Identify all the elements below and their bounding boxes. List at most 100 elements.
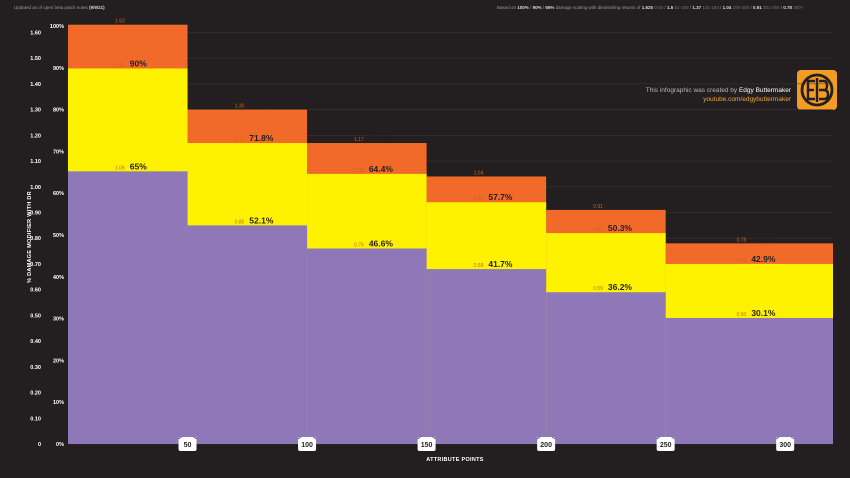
note-range: 101-150 [702, 5, 719, 10]
bar-pct-label: 65% [130, 161, 147, 171]
x-tick-label: 250 [660, 442, 672, 449]
y-tick-left: 1.50 [30, 56, 41, 62]
bar-pct-label: 64.4% [369, 164, 394, 174]
note-range: 0-50 [654, 5, 664, 10]
note-rate: 1.04 [722, 5, 732, 10]
chart-bars [68, 24, 833, 445]
bar-65pct [307, 248, 427, 444]
y-tick-left: 0.90 [30, 210, 41, 216]
y-tick-right: 20% [53, 358, 64, 364]
credit-prefix: This infographic was created by [645, 87, 738, 94]
y-tick-right: 0% [56, 442, 64, 448]
bar-pct-label: 100% [130, 15, 152, 25]
x-tick-badge [178, 437, 197, 451]
note-pct: 100% [517, 5, 529, 10]
bar-small-label: 1.46 [115, 62, 125, 68]
bar-small-label: 0.82 [593, 227, 603, 233]
y-tick-left: 1.00 [30, 185, 41, 191]
bar-pct-label: 50.3% [608, 223, 633, 233]
x-axis-label: ATTRIBUTE POINTS [426, 457, 484, 463]
chart-note-right: Based on 100% / 90% / 65% damage scaling… [497, 5, 804, 10]
bar-pct-label: 71.8% [249, 133, 274, 143]
x-tick-notch [417, 436, 436, 440]
y-tick-right: 70% [53, 149, 64, 155]
y-tick-right: 30% [53, 317, 64, 323]
x-tick-notch [536, 436, 556, 440]
bar-pct-label: 55.8% [608, 200, 633, 210]
chart-bar-labels: 1.06 65% 0.85 52.1% 0.76 46.6% 0.68 41.7% 0.59 36… [115, 15, 776, 318]
bar-65pct [426, 269, 547, 444]
bar-pct-label: 30.1% [751, 308, 776, 318]
bar-small-label: 0.59 [593, 286, 603, 292]
y-tick-right: 60% [53, 191, 64, 197]
bar-small-label: 1.06 [115, 165, 125, 171]
note-pct: 65% [545, 5, 555, 10]
eb-logo [797, 70, 837, 110]
y-axis-label: % DAMAGE MODIFIER WITH DR [27, 191, 33, 283]
bar-small-label: 0.50 [737, 312, 747, 318]
y-tick-left: 0.30 [30, 365, 41, 371]
bar-small-label: 1.30 [235, 104, 245, 110]
x-tick-notch [297, 436, 317, 440]
x-tick-notch [178, 436, 197, 440]
bar-65pct [68, 171, 188, 444]
x-tick-notch [656, 436, 675, 440]
x-tick-label: 50 [184, 442, 192, 449]
x-tick-badge [298, 437, 317, 451]
bar-pct-label: 42.9% [751, 254, 776, 264]
bar-small-label: 0.94 [474, 196, 484, 202]
note-range: 150-200 [732, 5, 750, 10]
bar-small-label: 1.17 [354, 137, 364, 143]
x-tick-label: 200 [540, 442, 552, 449]
bar-65pct [665, 317, 833, 444]
chart-note-left: Updated as of open beta patch notes (9/9… [14, 5, 105, 10]
y-axis-right-ticks: 0% 10% 20% 30% 40% 50% 60% 70% 80% 90% 100% [50, 24, 64, 448]
y-tick-right: 90% [53, 66, 64, 72]
bar-small-label: 0.78 [737, 237, 747, 243]
credit-author: Edgy Buttermaker [738, 87, 791, 94]
note-rate: 0.91 [752, 5, 762, 10]
y-tick-left: 1.20 [30, 133, 41, 139]
credit-channel-link[interactable]: youtube.com/edgybuttermaker [703, 96, 791, 103]
y-tick-right: 40% [53, 275, 64, 281]
y-tick-left: 1.40 [30, 82, 41, 88]
y-tick-right: 100% [50, 24, 64, 30]
credit-line: This infographic was created by Edgy But… [600, 86, 791, 95]
bar-small-label: 0.85 [235, 219, 245, 225]
y-tick-right: 50% [53, 233, 64, 239]
x-tick-notch [776, 436, 795, 440]
bar-pct-label: 36.2% [608, 282, 633, 292]
bar-65pct [546, 292, 666, 444]
note-date: (9/9/21) [89, 5, 105, 10]
note-text: Updated as of open beta patch notes [14, 5, 88, 10]
x-tick-badge [656, 437, 675, 451]
note-rate: 1.37 [692, 5, 702, 10]
bar-pct-label: 46.6% [369, 239, 394, 249]
bar-small-label: 1.04 [474, 170, 484, 176]
x-tick-badge [417, 437, 436, 451]
credit-block: This infographic was created by Edgy But… [600, 86, 791, 104]
bar-small-label: 1.63 [115, 19, 125, 25]
bar-pct-label: 47.9% [751, 233, 776, 243]
note-rate: 0.78 [783, 5, 793, 10]
y-tick-left: 0 [38, 442, 41, 448]
bar-small-label: 1.05 [354, 168, 364, 174]
bar-small-label: 0.76 [354, 243, 364, 249]
x-axis-ticks: 50 100 150 200 250 300 [178, 436, 795, 451]
y-tick-left: 0.70 [30, 262, 41, 268]
bar-pct-label: 71.8% [369, 133, 394, 143]
x-tick-badge [537, 437, 556, 451]
y-tick-right: 80% [53, 108, 64, 114]
y-tick-left: 0.20 [30, 391, 41, 397]
bar-pct-label: 41.7% [488, 259, 513, 269]
bar-small-label: 0.70 [737, 258, 747, 264]
y-tick-left: 1.60 [30, 30, 41, 36]
note-pct: 90% [532, 5, 542, 10]
note-rate: 1.5 [667, 5, 674, 10]
x-tick-badge [776, 437, 795, 451]
bar-pct-label: 90% [130, 58, 147, 68]
bar-65pct [187, 225, 308, 444]
x-tick-label: 150 [421, 442, 433, 449]
note-prefix: Based on [497, 5, 517, 10]
